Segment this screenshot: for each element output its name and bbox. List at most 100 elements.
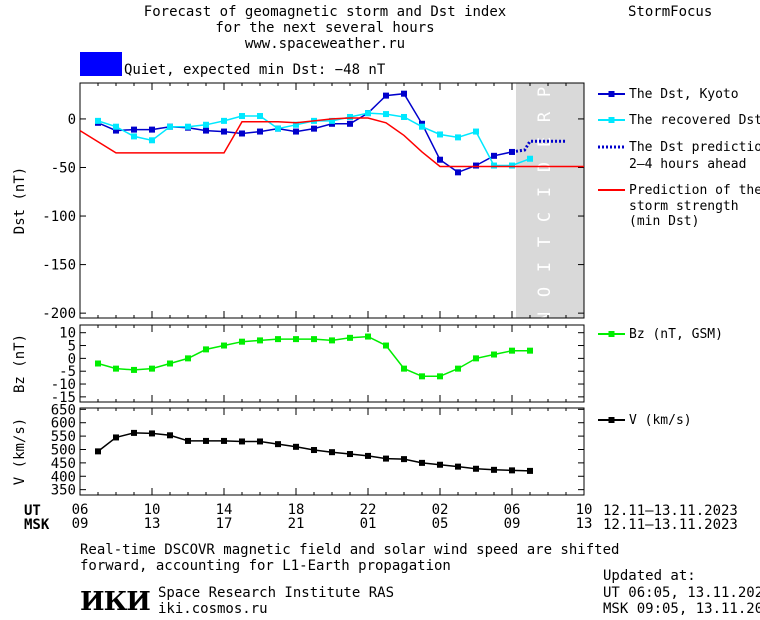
footer-note-line1: Real-time DSCOVR magnetic field and sola… — [80, 542, 620, 558]
y-tick-label: -100 — [42, 209, 76, 225]
data-point — [293, 336, 299, 343]
data-point — [203, 121, 209, 128]
y-tick-label: -15 — [51, 390, 76, 406]
data-point — [527, 467, 533, 474]
msk-date-range: 12.11–13.11.2023 — [603, 517, 738, 533]
data-point — [203, 437, 209, 444]
data-point — [455, 463, 461, 470]
legend-text: storm strength — [629, 199, 739, 214]
data-point — [527, 347, 533, 354]
data-point — [401, 113, 407, 120]
data-point — [473, 355, 479, 362]
legend-text: V (km/s) — [629, 413, 692, 428]
ut-date-range: 12.11–13.11.2023 — [603, 503, 738, 519]
ut-tick-label: 06 — [504, 502, 521, 518]
msk-tick-label: 09 — [504, 516, 521, 532]
data-point — [221, 117, 227, 124]
updated-ut: UT 06:05, 13.11.2023 — [603, 585, 760, 601]
y-tick-label: 0 — [68, 112, 76, 128]
ut-tick-label: 18 — [288, 502, 305, 518]
data-point — [419, 123, 425, 130]
data-point — [275, 336, 281, 343]
data-point — [167, 432, 173, 439]
data-point — [455, 134, 461, 141]
ut-tick-label: 10 — [144, 502, 161, 518]
data-point — [437, 156, 443, 163]
ut-axis-label: UT — [24, 503, 41, 519]
data-point — [221, 342, 227, 349]
data-point — [491, 162, 497, 169]
prediction-letter: O — [535, 287, 555, 297]
msk-tick-label: 13 — [576, 516, 593, 532]
y-tick-label: 400 — [51, 469, 76, 485]
data-point — [527, 155, 533, 162]
data-point — [221, 128, 227, 135]
data-point — [419, 373, 425, 380]
prediction-letter: C — [535, 212, 555, 222]
legend-marker — [608, 91, 615, 97]
chart-title-line2: for the next several hours — [215, 20, 435, 36]
data-point — [257, 113, 263, 120]
data-point — [131, 429, 137, 436]
prediction-letter: N — [535, 312, 555, 322]
data-point — [113, 127, 119, 134]
data-point — [491, 152, 497, 159]
prediction-letter: P — [535, 87, 555, 97]
msk-tick-label: 09 — [72, 516, 89, 532]
data-point — [491, 466, 497, 473]
msk-tick-label: 17 — [216, 516, 233, 532]
data-point — [473, 128, 479, 135]
data-point — [509, 148, 515, 155]
y-tick-label: -150 — [42, 258, 76, 274]
data-point — [275, 125, 281, 132]
data-point — [113, 365, 119, 372]
storm-status-swatch — [80, 52, 122, 76]
data-point — [203, 127, 209, 134]
data-point — [329, 337, 335, 344]
y-tick-label: 600 — [51, 416, 76, 432]
source-url[interactable]: www.spaceweather.ru — [244, 36, 406, 52]
y-tick-label: 500 — [51, 442, 76, 458]
data-point — [131, 366, 137, 373]
ut-tick-label: 22 — [360, 502, 377, 518]
iki-logo: ИКИ — [80, 587, 151, 617]
legend-text: Bz (nT, GSM) — [629, 327, 723, 342]
prediction-letter: I — [535, 262, 555, 272]
y-tick-label: 550 — [51, 429, 76, 445]
institute-website[interactable]: iki.cosmos.ru — [158, 601, 268, 617]
legend-marker — [608, 117, 615, 123]
y-tick-label: -5 — [59, 364, 76, 380]
data-point — [401, 90, 407, 97]
brand-name: StormFocus — [628, 4, 713, 20]
data-point — [185, 437, 191, 444]
msk-tick-label: 05 — [432, 516, 449, 532]
data-point — [365, 452, 371, 459]
data-point — [113, 434, 119, 441]
data-point — [275, 441, 281, 448]
data-point — [347, 451, 353, 458]
y-tick-label: 5 — [68, 339, 76, 355]
prediction-letter: I — [535, 187, 555, 197]
legend-text: Prediction of the — [629, 183, 760, 198]
data-point — [419, 459, 425, 466]
data-point — [509, 467, 515, 474]
prediction-region — [516, 83, 584, 318]
y-axis-label: Dst (nT) — [12, 167, 28, 234]
data-point — [383, 455, 389, 462]
updated-label: Updated at: — [603, 568, 696, 584]
legend-marker — [608, 417, 615, 423]
legend-text: The Dst prediction — [629, 140, 760, 155]
prediction-letter: R — [535, 111, 555, 122]
ut-tick-label: 02 — [432, 502, 449, 518]
msk-axis-label: MSK — [24, 517, 50, 533]
data-point — [293, 443, 299, 450]
data-point — [473, 162, 479, 169]
data-point — [437, 461, 443, 468]
msk-tick-label: 01 — [360, 516, 377, 532]
data-point — [167, 123, 173, 130]
data-point — [455, 365, 461, 372]
data-point — [95, 117, 101, 124]
legend-text: The recovered Dst — [629, 113, 760, 128]
data-point — [257, 337, 263, 344]
data-point — [293, 121, 299, 128]
